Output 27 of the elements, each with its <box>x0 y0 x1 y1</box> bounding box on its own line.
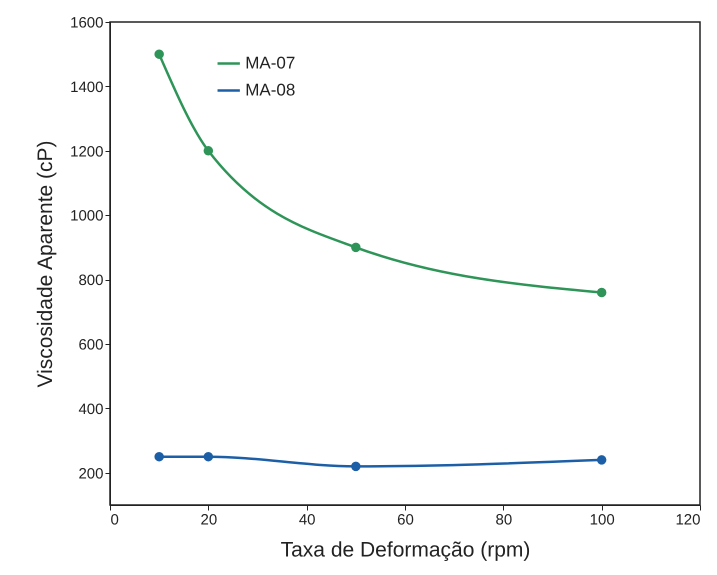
y-tick-label: 1400 <box>70 78 104 96</box>
point <box>351 242 361 252</box>
x-tick-label: 0 <box>110 512 119 528</box>
y-tick-label: 800 <box>78 272 104 290</box>
legend-label: MA-08 <box>245 80 296 100</box>
x-tick-label: 60 <box>397 512 414 528</box>
point <box>351 462 361 472</box>
point <box>204 146 214 156</box>
point <box>596 288 606 298</box>
y-tick-label: 600 <box>78 336 104 354</box>
y-tick-label: 400 <box>78 400 104 418</box>
point <box>154 49 164 59</box>
y-tick-label: 200 <box>78 465 104 482</box>
y-tick-label: 1000 <box>70 208 104 225</box>
x-tick-label: 100 <box>590 512 615 528</box>
x-axis-title: Taxa de Deformação (rpm) <box>280 538 530 562</box>
x-tick-label: 120 <box>675 512 700 528</box>
legend-label: MA-07 <box>245 53 296 72</box>
point <box>596 455 606 465</box>
x-tick-label: 20 <box>200 512 218 528</box>
point <box>204 452 214 462</box>
y-axis-title: Viscosidade Aparente (cP) <box>34 140 58 388</box>
y-tick-label: 1600 <box>70 14 104 32</box>
x-tick-label: 40 <box>298 512 316 528</box>
point <box>154 452 164 462</box>
x-tick-label: 80 <box>495 512 512 528</box>
y-tick-label: 1200 <box>70 143 104 160</box>
